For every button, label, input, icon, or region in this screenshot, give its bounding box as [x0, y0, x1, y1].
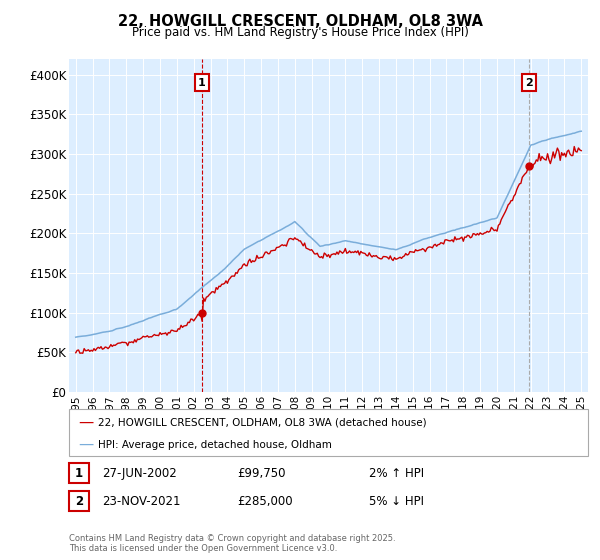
Text: Price paid vs. HM Land Registry's House Price Index (HPI): Price paid vs. HM Land Registry's House … — [131, 26, 469, 39]
Text: £285,000: £285,000 — [237, 494, 293, 508]
Text: 22, HOWGILL CRESCENT, OLDHAM, OL8 3WA: 22, HOWGILL CRESCENT, OLDHAM, OL8 3WA — [118, 14, 482, 29]
Text: Contains HM Land Registry data © Crown copyright and database right 2025.
This d: Contains HM Land Registry data © Crown c… — [69, 534, 395, 553]
Text: 27-JUN-2002: 27-JUN-2002 — [102, 466, 177, 480]
Text: 1: 1 — [75, 466, 83, 480]
Text: 22, HOWGILL CRESCENT, OLDHAM, OL8 3WA (detached house): 22, HOWGILL CRESCENT, OLDHAM, OL8 3WA (d… — [98, 417, 427, 427]
Text: 1: 1 — [198, 78, 206, 87]
Text: HPI: Average price, detached house, Oldham: HPI: Average price, detached house, Oldh… — [98, 440, 332, 450]
Text: —: — — [78, 437, 93, 452]
Text: 23-NOV-2021: 23-NOV-2021 — [102, 494, 181, 508]
Text: 2: 2 — [75, 494, 83, 508]
Text: 2% ↑ HPI: 2% ↑ HPI — [369, 466, 424, 480]
Text: 2: 2 — [525, 78, 533, 87]
Text: 5% ↓ HPI: 5% ↓ HPI — [369, 494, 424, 508]
Text: —: — — [78, 414, 93, 430]
Text: £99,750: £99,750 — [237, 466, 286, 480]
